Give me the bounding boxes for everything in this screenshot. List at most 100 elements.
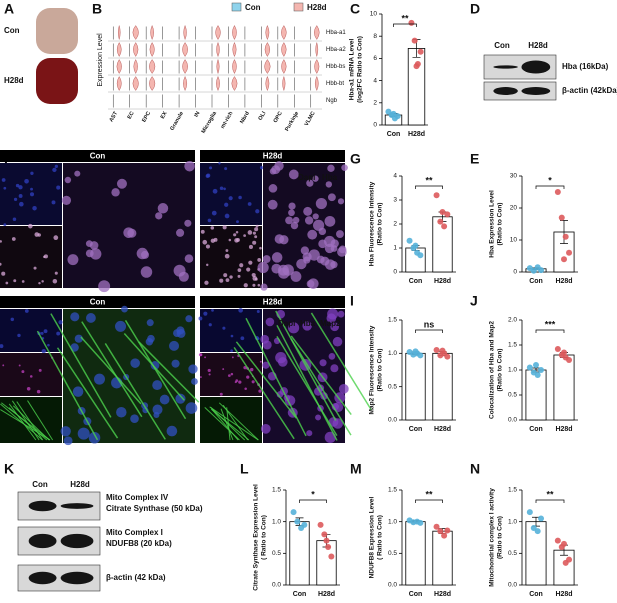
data-point [566,357,573,363]
violin [183,76,188,91]
cell [67,254,79,266]
violin [116,59,122,74]
panel-letter: A [4,1,14,17]
legend-swatch [231,2,242,12]
cell [243,283,248,288]
cell [152,380,163,391]
data-point [530,267,537,274]
cell [152,404,163,415]
cell [54,164,58,169]
data-point [441,223,448,230]
y-tick-label: 4 [373,77,377,84]
cell-type-label: Purkinje [284,111,300,133]
cell [315,197,327,210]
cell [255,209,260,214]
violin [314,59,320,74]
violin [315,41,319,58]
cell [60,426,71,437]
cell [250,367,254,372]
cell [256,310,260,314]
y-tick-label: 30 [510,173,518,180]
band [493,65,518,69]
cell [30,171,34,175]
cell [13,279,17,283]
violin [182,42,188,57]
cell [206,263,209,267]
panel-letter: I [350,293,354,309]
fiber [276,324,338,441]
micrograph [63,163,195,288]
data-point [534,372,541,378]
legend-label: Con [245,3,261,12]
y-axis-label: Hba-a1 mRNA Level [349,39,356,101]
y-tick-label: 1.5 [388,487,397,494]
cell [146,319,154,327]
cell [32,205,37,211]
cell [248,244,253,249]
cell [26,387,31,391]
cell [130,358,140,368]
panel-letter: B [92,1,102,17]
y-axis-label: (Ratio to Con) [497,349,504,392]
significance: ns [424,319,435,329]
channel-label: Hba [300,319,316,328]
cell [304,216,314,225]
band [28,533,57,549]
x-tick-label: H28d [434,278,451,285]
cell [64,176,72,184]
cell [271,263,282,274]
cell-type-label: Granule [169,111,185,132]
cell [260,334,270,344]
cell [185,402,198,414]
cell [150,361,160,370]
violin [149,42,155,57]
cell [209,166,213,170]
cell-type-label: Microglia [201,110,219,135]
cell [330,364,339,373]
header-bar [200,296,345,308]
cell [218,162,221,165]
band [28,571,57,585]
cell [38,281,41,285]
data-point [433,523,440,530]
legend-label: H28d [307,3,327,12]
y-tick-label: 20 [510,205,518,212]
cell [77,427,90,440]
data-point [417,252,424,259]
cell [262,361,270,369]
x-tick-label: Con [529,426,543,433]
violin [281,25,287,40]
bar [432,352,453,421]
cell-type-label: EPC [141,111,152,124]
cell [36,389,41,394]
cell [51,200,56,205]
cell [315,414,322,421]
data-point [437,528,444,535]
cell [292,216,300,224]
cell [257,258,262,262]
cell [1,271,6,276]
fiber [124,319,187,420]
photo [36,58,78,104]
y-axis-label: Colocalization of Hba and Map2 [489,321,496,419]
fiber [138,341,200,403]
fiber [222,404,249,441]
cell [130,414,139,424]
violin [133,42,139,57]
cell [15,183,20,188]
data-point [412,348,419,355]
x-tick-label: H28d [318,591,335,598]
cell [224,253,230,259]
cell [246,267,251,272]
x-tick-label: Con [529,591,543,598]
y-axis-label: Map2 Fluorescence Intensity [369,325,376,414]
cell [70,312,80,322]
panel-letter: L [240,461,249,477]
violin [118,24,121,41]
x-tick-label: Con [387,131,401,138]
y-tick-label: 0.0 [388,582,397,589]
data-point [566,556,573,563]
photo-label: H28d [4,76,24,85]
cell [199,353,203,357]
cell [58,320,63,325]
